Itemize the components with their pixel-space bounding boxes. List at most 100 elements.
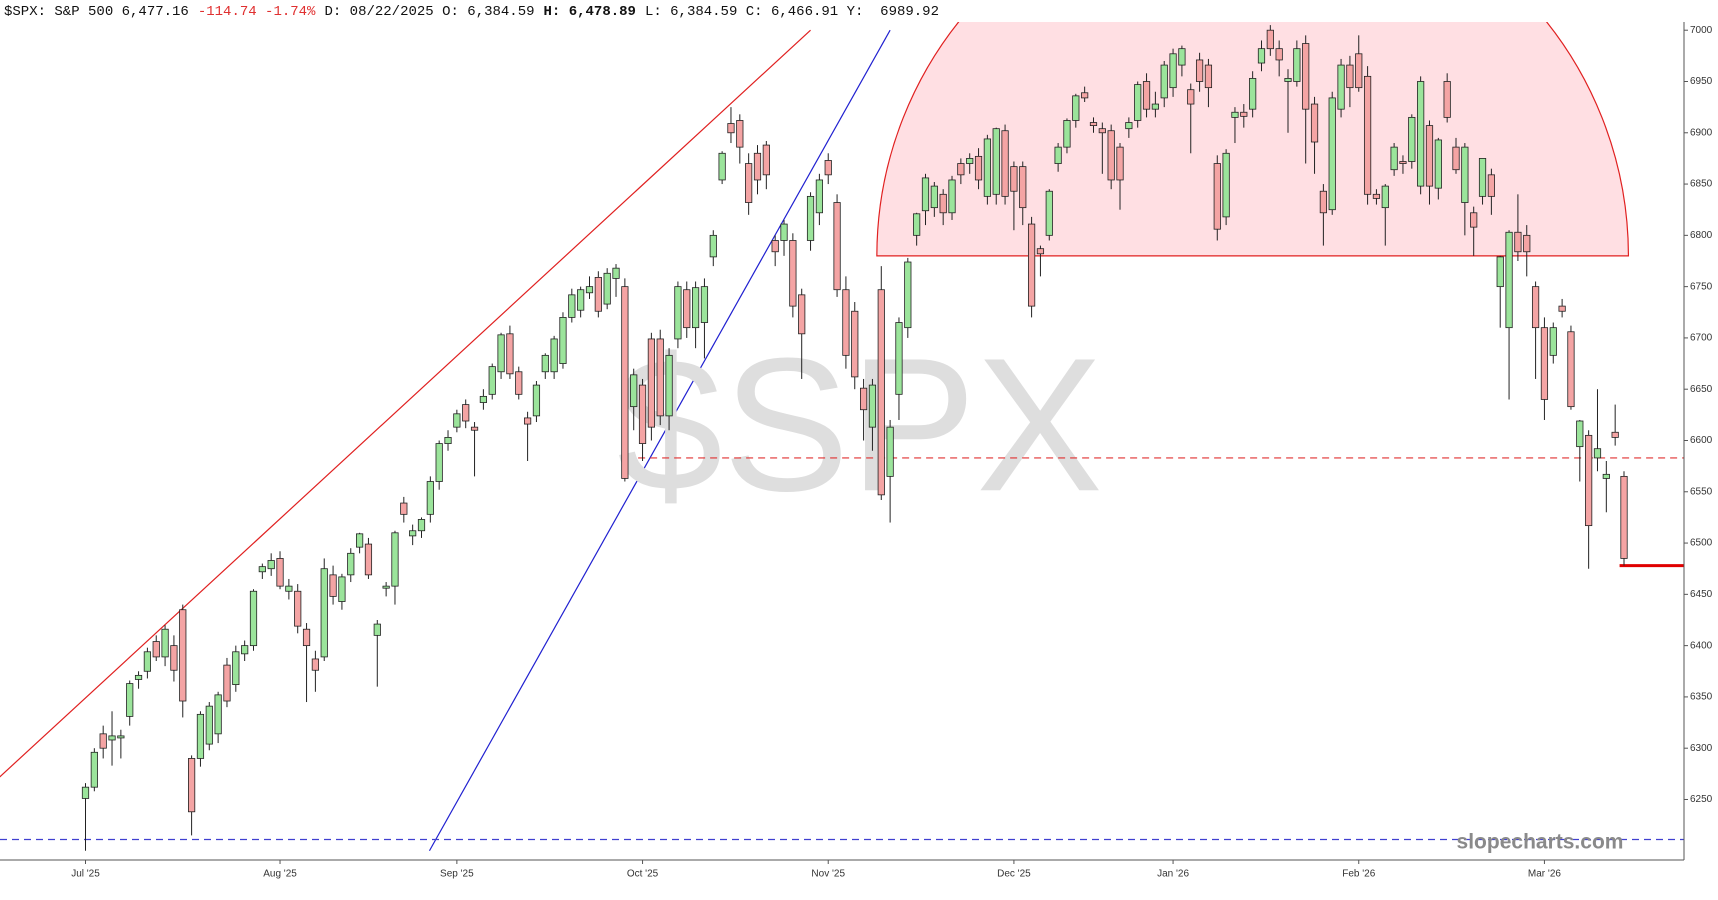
candle-body	[594, 277, 602, 312]
y-tick-label: 6450	[1690, 589, 1713, 600]
candle-body	[638, 384, 647, 444]
candle-body	[400, 502, 408, 515]
candle-body	[974, 155, 983, 181]
candle-body	[1620, 475, 1628, 559]
candle-body	[842, 289, 850, 356]
candle-body	[1284, 78, 1292, 82]
y-tick-label: 6350	[1690, 692, 1713, 703]
candle-body	[1036, 248, 1045, 255]
candle-body	[1204, 64, 1213, 89]
plot-background	[0, 22, 1630, 852]
candle-body	[1355, 53, 1363, 89]
candle-body	[1081, 92, 1089, 99]
candle-body	[859, 387, 868, 411]
candle-body	[1266, 29, 1274, 50]
y-tick-label: 6400	[1690, 640, 1713, 651]
candle-body	[665, 354, 673, 417]
candle-body	[1072, 95, 1080, 121]
header-item: L: 6,384.59 C: 6,466.91 Y: 6989.92	[644, 4, 939, 20]
candle-body	[126, 683, 134, 717]
candle-body	[90, 751, 98, 788]
source-watermark: slopecharts.com	[1457, 831, 1624, 854]
candle-body	[276, 558, 284, 587]
y-tick-label: 6800	[1690, 230, 1713, 241]
candle-body	[267, 560, 275, 570]
candle-body	[789, 240, 797, 307]
candle-body	[1443, 81, 1451, 118]
candle-body	[1293, 48, 1301, 82]
header-item: -114.74 -1.74%	[197, 4, 316, 20]
candle-body	[1567, 331, 1575, 408]
candle-body	[904, 261, 912, 329]
candle-body	[311, 658, 319, 671]
candle-body	[1107, 130, 1115, 181]
candle-body	[152, 641, 160, 658]
candle-body	[957, 163, 965, 176]
x-tick-label: Dec '25	[997, 869, 1031, 880]
candle-body	[780, 223, 788, 241]
candle-body	[1328, 97, 1336, 211]
candle-body	[1346, 64, 1354, 89]
candle-body	[462, 404, 470, 422]
candle-body	[223, 664, 231, 702]
x-tick-label: Feb '26	[1342, 869, 1375, 880]
candle-body	[877, 289, 885, 496]
candle-body	[1478, 158, 1487, 197]
candle-body	[762, 144, 770, 176]
candle-body	[1275, 48, 1283, 61]
y-tick-label: 6600	[1690, 435, 1713, 446]
candle-body	[541, 354, 549, 373]
candle-body	[621, 286, 629, 479]
candle-body	[833, 202, 841, 291]
y-tick-label: 6650	[1690, 384, 1713, 395]
x-tick-label: Oct '25	[627, 869, 659, 880]
candle-body	[700, 286, 709, 323]
candle-body	[426, 481, 434, 515]
candle-body	[1390, 146, 1398, 171]
highlight-dome	[876, 22, 1630, 257]
candle-body	[815, 179, 823, 214]
plot-marks	[0, 25, 1684, 851]
candle-body	[515, 371, 523, 395]
y-tick-label: 6300	[1690, 743, 1713, 754]
candle-body	[683, 289, 691, 329]
candle-body	[691, 287, 700, 329]
candle-body	[1337, 64, 1345, 110]
candle-body	[1372, 193, 1381, 199]
candle-body	[603, 272, 611, 305]
candle-body	[1027, 223, 1036, 307]
candle-body	[1425, 125, 1434, 187]
candle-body	[1381, 185, 1389, 209]
candle-body	[1019, 166, 1027, 209]
candle-body	[134, 674, 143, 680]
candle-body	[1160, 64, 1168, 99]
candle-body	[214, 694, 222, 735]
x-tick-label: Mar '26	[1528, 869, 1561, 880]
y-tick-label: 6850	[1690, 179, 1713, 190]
y-tick-label: 6500	[1690, 538, 1713, 549]
candle-body	[294, 590, 302, 627]
candle-body	[1187, 89, 1195, 105]
candle-body	[1213, 163, 1221, 230]
candle-body	[753, 152, 762, 181]
candle-body	[1257, 48, 1266, 64]
x-tick-label: Nov '25	[811, 869, 845, 880]
candle-body	[1098, 128, 1106, 134]
x-tick-label: Jul '25	[71, 869, 100, 880]
candle-body	[1010, 166, 1018, 192]
candle-body	[1151, 103, 1159, 110]
candle-body	[479, 395, 487, 403]
candle-body	[886, 426, 894, 477]
candle-body	[930, 185, 938, 209]
candle-body	[1240, 111, 1248, 117]
candle-body	[1169, 53, 1177, 89]
candle-body	[1142, 81, 1151, 110]
candle-body	[435, 443, 443, 482]
candle-body	[674, 286, 682, 340]
candle-body	[1399, 161, 1407, 164]
candle-body	[1576, 420, 1584, 448]
candle-body	[453, 413, 461, 428]
candle-body	[338, 576, 346, 602]
